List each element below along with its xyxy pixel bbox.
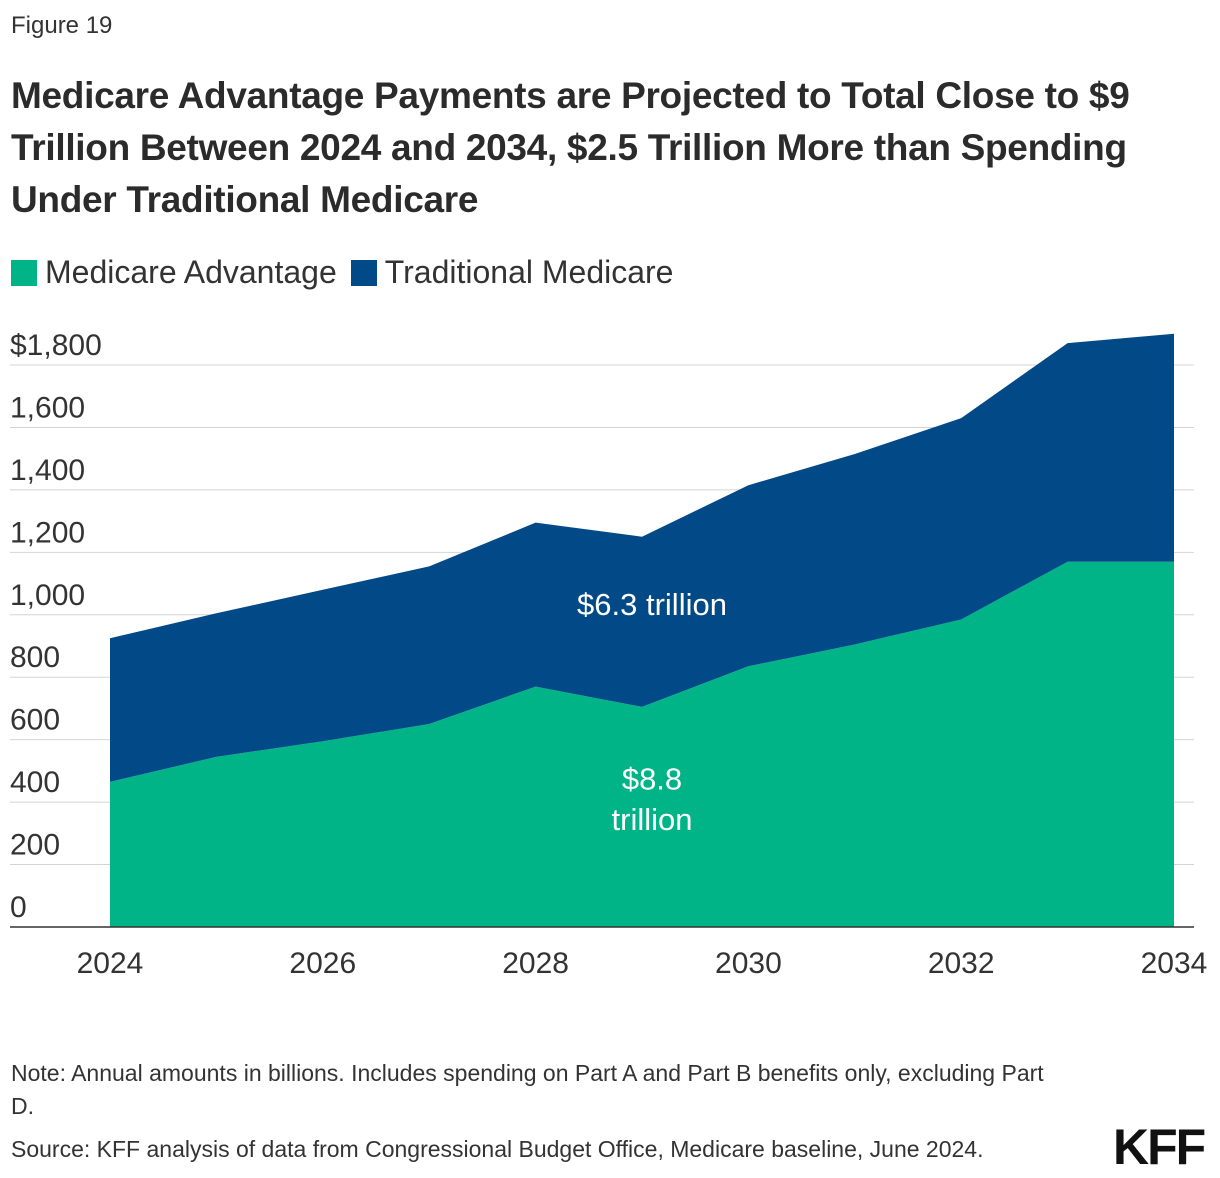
legend-label-medicare-advantage: Medicare Advantage: [45, 254, 337, 290]
x-tick-label-2028: 2028: [502, 947, 569, 980]
x-tick-label-2030: 2030: [715, 947, 782, 980]
y-tick-label-800: 800: [10, 641, 60, 674]
legend: Medicare Advantage Traditional Medicare: [11, 254, 673, 291]
x-tick-label-2032: 2032: [928, 947, 995, 980]
area-traditional-medicare: [110, 333, 1174, 782]
x-tick-label-2024: 2024: [77, 947, 144, 980]
y-tick-label-400: 400: [10, 766, 60, 799]
x-tick-label-2026: 2026: [289, 947, 356, 980]
y-tick-label-600: 600: [10, 704, 60, 737]
y-tick-label-1400: 1,400: [10, 454, 85, 487]
legend-swatch-medicare-advantage: [11, 259, 37, 286]
legend-item-medicare-advantage: Medicare Advantage: [11, 254, 337, 291]
area-chart: 0 200 400 600 800 1,000 1,200 1,400 1,600 $1,800 2…: [10, 329, 1208, 980]
legend-item-traditional-medicare: Traditional Medicare: [350, 254, 674, 291]
area-annotation-2: trillion: [612, 802, 693, 837]
y-tick-label-200: 200: [10, 829, 60, 862]
area-annotation-0: $6.3 trillion: [577, 587, 727, 622]
y-tick-label-1800: $1,800: [10, 329, 102, 362]
chart-note: Note: Annual amounts in billions. Includ…: [11, 1060, 1044, 1119]
y-tick-label-0: 0: [10, 891, 27, 924]
area-annotation-1: $8.8: [622, 762, 682, 797]
chart-source: Source: KFF analysis of data from Congre…: [11, 1136, 984, 1162]
y-tick-label-1200: 1,200: [10, 516, 85, 549]
chart-title: Medicare Advantage Payments are Projecte…: [11, 75, 1130, 220]
figure-label: Figure 19: [11, 12, 113, 39]
legend-swatch-traditional-medicare: [350, 259, 377, 286]
area-medicare-advantage: [110, 561, 1174, 927]
y-tick-label-1000: 1,000: [10, 579, 85, 612]
kff-logo: KFF: [1113, 1119, 1206, 1175]
y-tick-label-1600: 1,600: [10, 391, 85, 424]
legend-label-traditional-medicare: Traditional Medicare: [384, 254, 674, 290]
x-tick-label-2034: 2034: [1141, 947, 1208, 980]
